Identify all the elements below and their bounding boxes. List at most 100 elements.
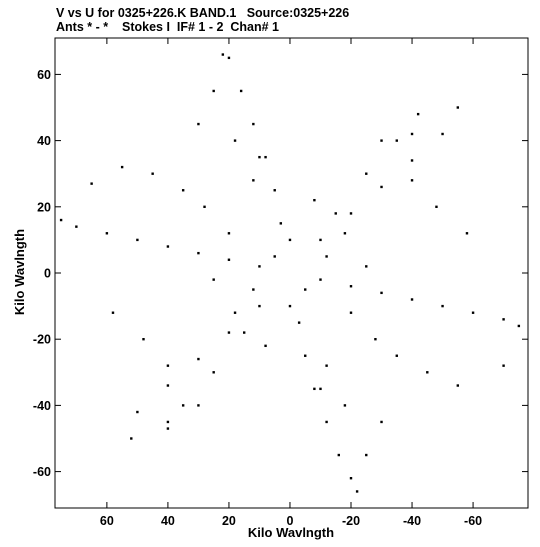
uv-point bbox=[374, 338, 376, 340]
uv-point bbox=[502, 364, 504, 366]
uv-point bbox=[411, 133, 413, 135]
uv-point bbox=[411, 179, 413, 181]
uv-point bbox=[182, 404, 184, 406]
uv-point bbox=[350, 285, 352, 287]
x-tick-label: -20 bbox=[342, 514, 360, 528]
y-axis-label: Kilo Wavlngth bbox=[12, 229, 27, 315]
uv-point bbox=[167, 364, 169, 366]
uv-point bbox=[182, 189, 184, 191]
uv-point bbox=[234, 312, 236, 314]
uv-point bbox=[457, 106, 459, 108]
uv-point bbox=[212, 371, 214, 373]
uv-point bbox=[197, 252, 199, 254]
uv-point bbox=[396, 139, 398, 141]
uv-point bbox=[252, 288, 254, 290]
uv-point bbox=[264, 156, 266, 158]
uv-point bbox=[234, 139, 236, 141]
uv-point bbox=[280, 222, 282, 224]
uv-point bbox=[350, 477, 352, 479]
uv-point bbox=[319, 278, 321, 280]
uv-point bbox=[197, 404, 199, 406]
points-layer bbox=[60, 53, 520, 492]
ticks-layer: 60 40 20 0 -20 -40 -606040200-20-40-60 bbox=[33, 38, 528, 528]
uv-point bbox=[344, 404, 346, 406]
uv-point bbox=[258, 265, 260, 267]
uv-point bbox=[441, 305, 443, 307]
y-tick-label: -20 bbox=[33, 333, 51, 347]
uv-point bbox=[258, 305, 260, 307]
uv-point bbox=[197, 358, 199, 360]
uv-point bbox=[518, 325, 520, 327]
uv-point bbox=[252, 179, 254, 181]
uv-point bbox=[365, 454, 367, 456]
uv-point bbox=[243, 331, 245, 333]
uv-point bbox=[313, 199, 315, 201]
uv-point bbox=[396, 355, 398, 357]
uv-point bbox=[380, 139, 382, 141]
x-tick-label: -60 bbox=[464, 514, 482, 528]
uv-point bbox=[417, 113, 419, 115]
uv-point bbox=[380, 186, 382, 188]
uv-point bbox=[356, 490, 358, 492]
uv-point bbox=[60, 219, 62, 221]
uv-point bbox=[472, 312, 474, 314]
uv-point bbox=[502, 318, 504, 320]
x-axis-label: Kilo Wavlngth bbox=[248, 525, 334, 540]
uv-point bbox=[426, 371, 428, 373]
uv-point bbox=[289, 305, 291, 307]
uv-point bbox=[228, 331, 230, 333]
uv-point bbox=[142, 338, 144, 340]
x-tick-label: -40 bbox=[403, 514, 421, 528]
uv-point bbox=[112, 312, 114, 314]
uv-point bbox=[274, 255, 276, 257]
uv-point bbox=[298, 321, 300, 323]
uv-point bbox=[167, 245, 169, 247]
uv-point bbox=[264, 345, 266, 347]
uv-point bbox=[130, 437, 132, 439]
uv-point bbox=[289, 239, 291, 241]
uv-point bbox=[304, 355, 306, 357]
uv-point bbox=[350, 312, 352, 314]
uv-point bbox=[258, 156, 260, 158]
uv-point bbox=[228, 259, 230, 261]
uv-point bbox=[325, 364, 327, 366]
uv-point bbox=[228, 57, 230, 59]
x-tick-label: 20 bbox=[222, 514, 236, 528]
uv-point bbox=[240, 90, 242, 92]
uv-point bbox=[335, 212, 337, 214]
uv-point bbox=[167, 384, 169, 386]
uv-point bbox=[106, 232, 108, 234]
uv-point bbox=[313, 388, 315, 390]
uv-point bbox=[228, 232, 230, 234]
uv-point bbox=[90, 182, 92, 184]
uv-point bbox=[304, 288, 306, 290]
uv-point bbox=[411, 298, 413, 300]
y-tick-label: 40 bbox=[37, 134, 51, 148]
uv-point bbox=[319, 388, 321, 390]
uv-point bbox=[380, 421, 382, 423]
y-tick-label: -60 bbox=[33, 465, 51, 479]
uv-point bbox=[212, 278, 214, 280]
uv-point bbox=[121, 166, 123, 168]
uv-point bbox=[136, 411, 138, 413]
uv-point bbox=[167, 421, 169, 423]
uv-point bbox=[338, 454, 340, 456]
uv-point bbox=[136, 239, 138, 241]
uv-point bbox=[466, 232, 468, 234]
x-tick-label: 60 bbox=[100, 514, 114, 528]
uv-point bbox=[167, 427, 169, 429]
uv-point bbox=[365, 173, 367, 175]
uv-point bbox=[365, 265, 367, 267]
uv-point bbox=[457, 384, 459, 386]
y-tick-label: 0 bbox=[44, 267, 51, 281]
uv-point bbox=[203, 206, 205, 208]
uv-point bbox=[75, 225, 77, 227]
uv-point bbox=[274, 189, 276, 191]
uv-point bbox=[441, 133, 443, 135]
uv-point bbox=[344, 232, 346, 234]
y-tick-label: 60 bbox=[37, 68, 51, 82]
uv-point bbox=[380, 292, 382, 294]
uv-point bbox=[350, 212, 352, 214]
uv-point bbox=[212, 90, 214, 92]
